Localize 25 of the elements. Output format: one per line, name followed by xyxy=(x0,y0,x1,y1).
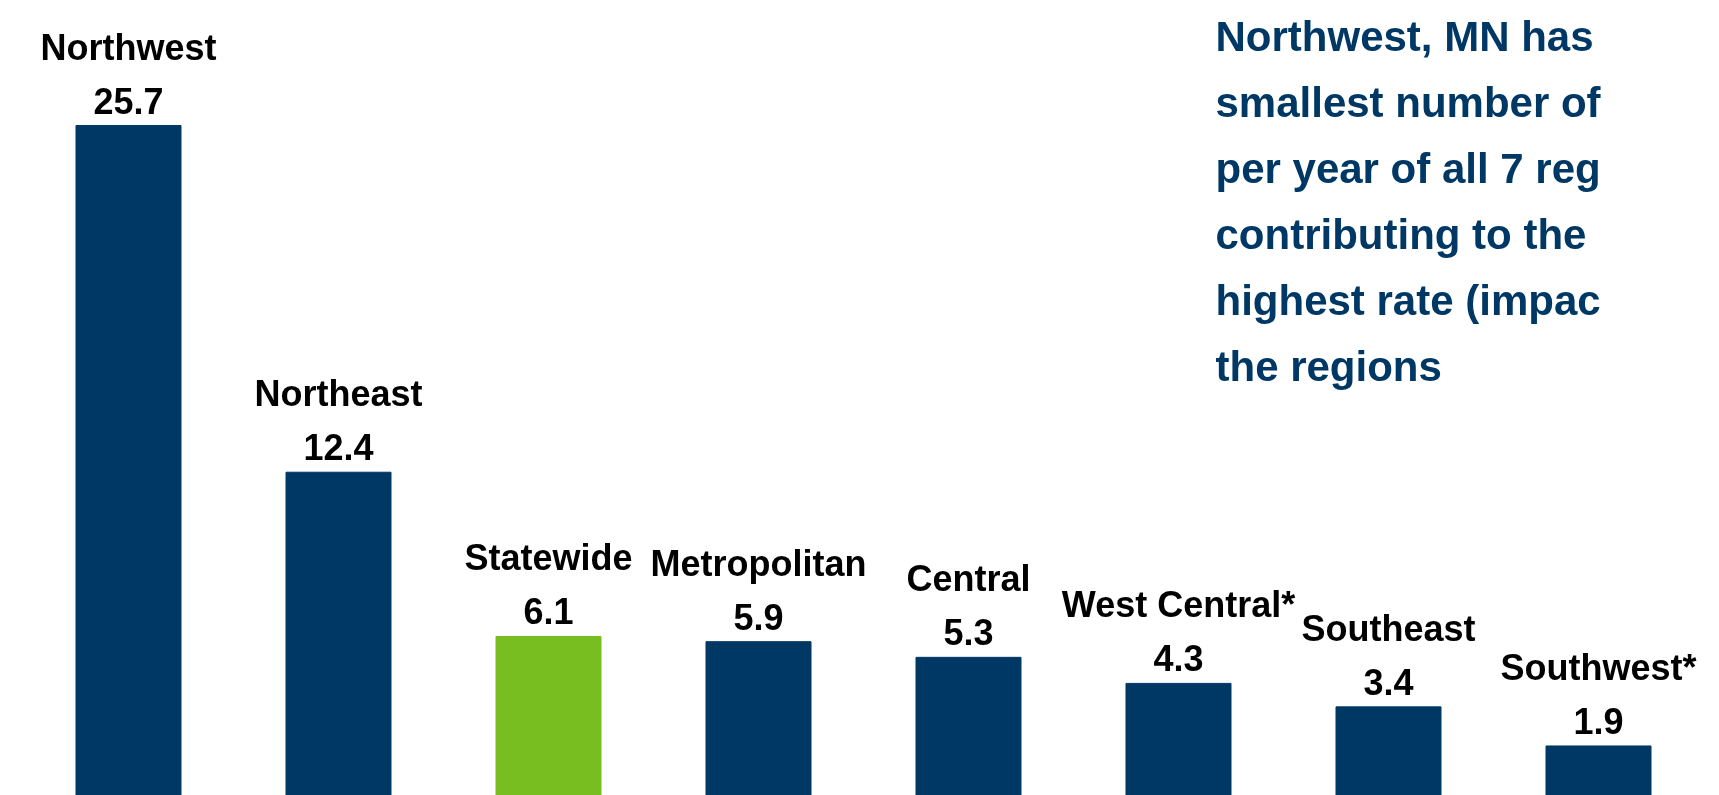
x-tick-label: Southeast xyxy=(1301,607,1476,649)
x-tick-label: Statewide xyxy=(464,537,633,579)
x-tick-label: Northeast xyxy=(254,373,423,415)
data-label: 5.3 xyxy=(943,612,994,654)
x-tick-label: Central xyxy=(906,558,1031,600)
bar xyxy=(1335,706,1442,795)
bar xyxy=(1545,745,1652,795)
x-tick-label: Metropolitan xyxy=(650,542,867,584)
data-label: 5.9 xyxy=(733,596,784,638)
data-label: 1.9 xyxy=(1573,700,1624,742)
bar xyxy=(705,641,812,795)
annotation: Northwest, MN has smallest number of per year of all 7 reg contributing to the highest rate (impac the regions xyxy=(1215,12,1602,390)
data-label: 4.3 xyxy=(1153,638,1204,680)
data-label: 6.1 xyxy=(523,591,574,633)
bar xyxy=(915,656,1022,795)
x-tick-label: Northwest xyxy=(40,26,217,68)
bar xyxy=(1125,682,1232,795)
data-label: 12.4 xyxy=(303,427,374,469)
data-label: 25.7 xyxy=(93,80,164,122)
bar xyxy=(285,471,392,795)
data-label: 3.4 xyxy=(1363,661,1414,703)
x-tick-label: Southwest* xyxy=(1500,646,1697,688)
bar xyxy=(75,125,182,795)
bar xyxy=(495,635,602,795)
x-tick-label: West Central* xyxy=(1061,584,1296,626)
